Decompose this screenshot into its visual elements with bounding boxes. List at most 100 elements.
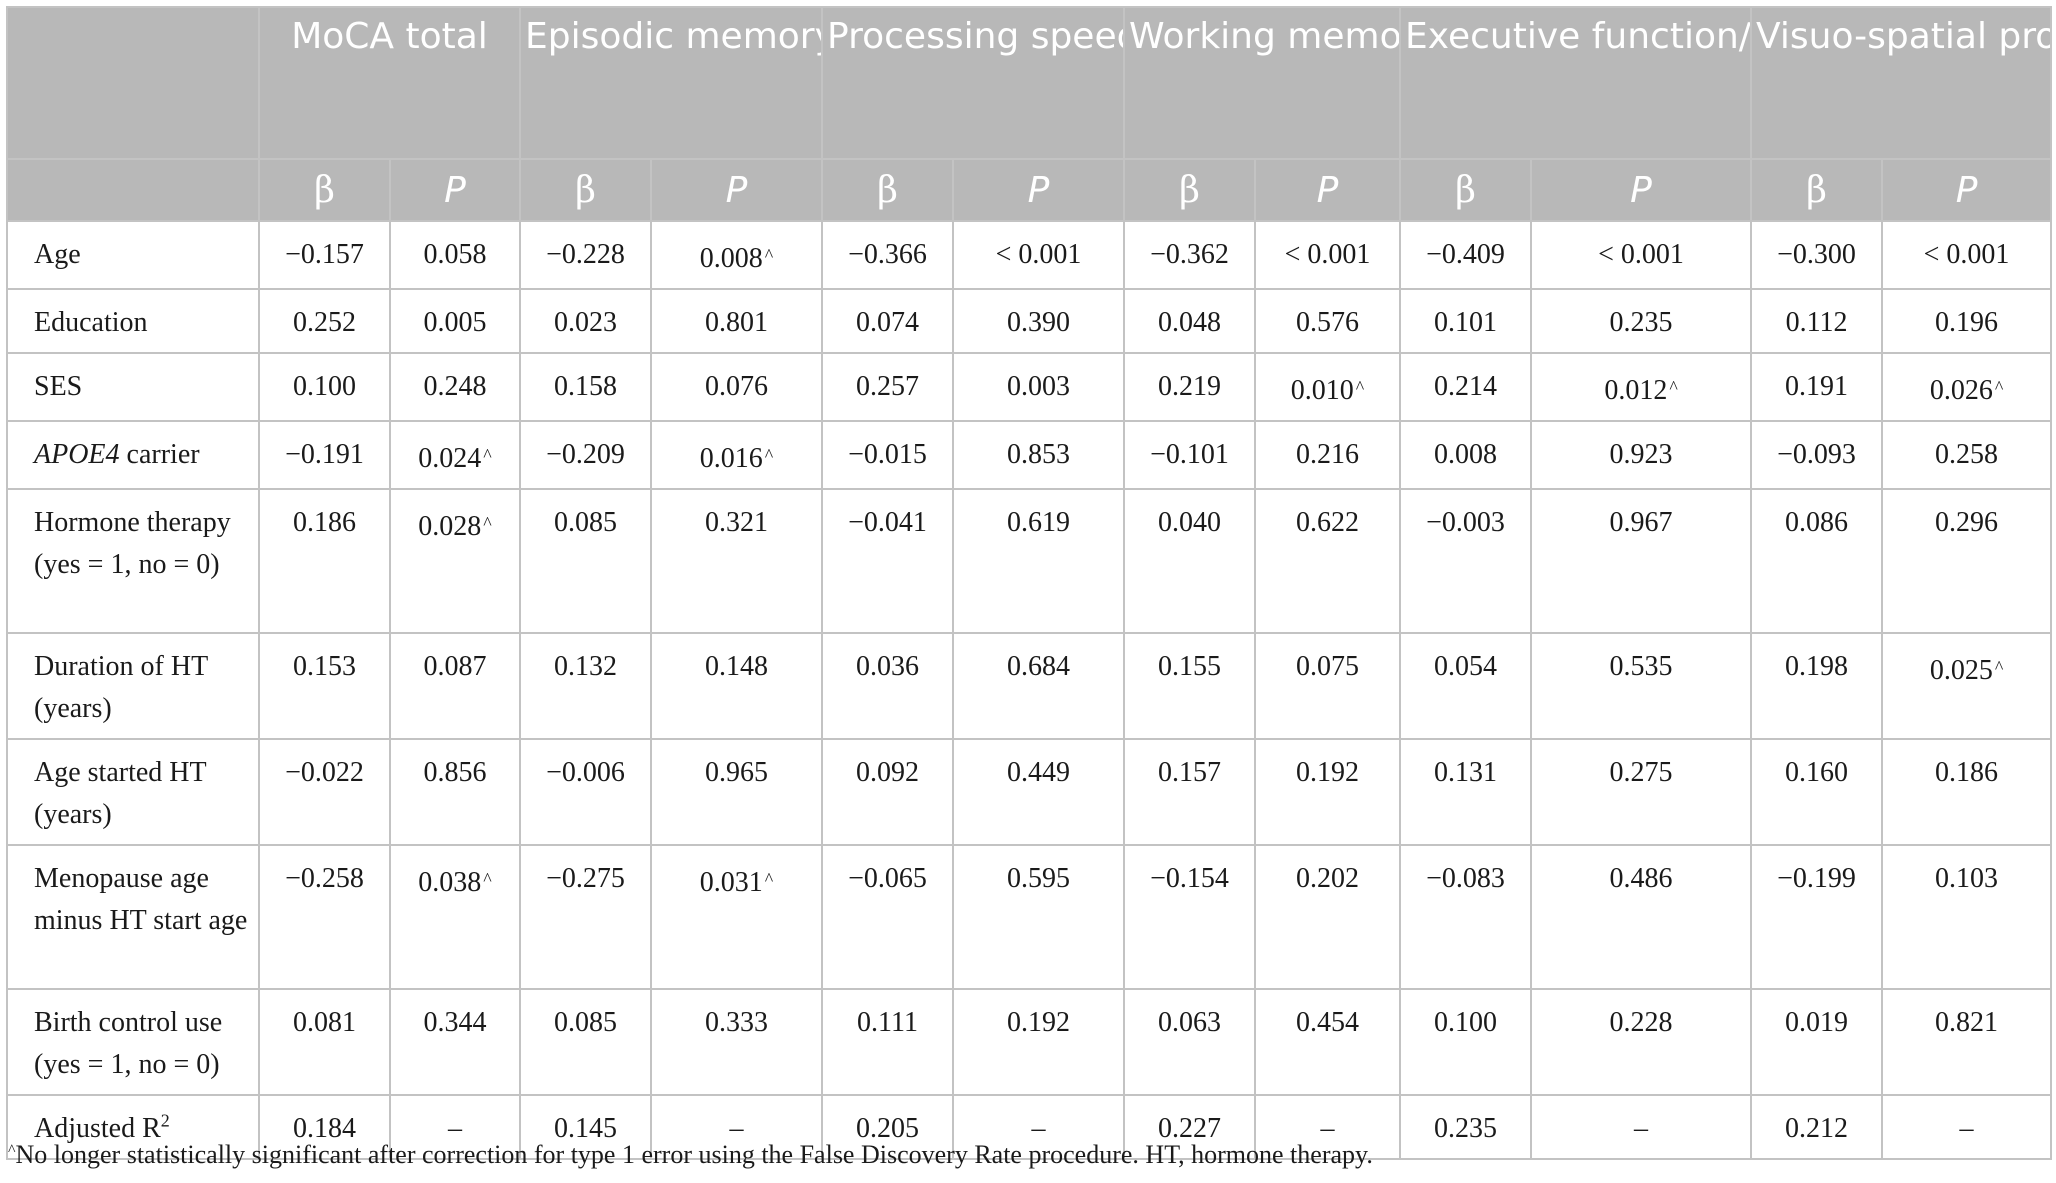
beta-value: −0.015 (821, 420, 955, 490)
p-value: 0.821 (1935, 1007, 1999, 1038)
p-header: P (389, 158, 521, 222)
p-value: 0.075 (1296, 651, 1360, 682)
beta-value: 0.145 (519, 1094, 652, 1160)
p-value-cell: 0.087 (389, 632, 521, 740)
p-value-cell: < 0.001 (952, 220, 1126, 290)
beta-value: 0.191 (1750, 352, 1884, 422)
beta-header: β (1123, 158, 1257, 222)
p-value: 0.202 (1296, 863, 1360, 894)
beta-value: 0.153 (258, 632, 391, 740)
p-value-cell: 0.038 ^ (389, 844, 521, 990)
beta-value: 0.074 (821, 288, 955, 354)
p-value-cell: 0.684 (952, 632, 1126, 740)
table-footnote: ^No longer statistically significant aft… (8, 1140, 1373, 1170)
beta-value: 0.101 (1399, 288, 1533, 354)
beta-value: −0.228 (519, 220, 652, 290)
beta-value: 0.184 (258, 1094, 391, 1160)
p-header: P (1254, 158, 1402, 222)
beta-value: 0.023 (519, 288, 652, 354)
header-processing-speed: Processing speed (821, 6, 1126, 160)
table-body: Age −0.157 0.058 −0.228 0.008 ^ −0.366 < 0.001−… (6, 220, 2053, 1160)
beta-value: −0.022 (258, 738, 391, 846)
beta-value: 0.219 (1123, 352, 1257, 422)
significance-mark: ^ (483, 869, 492, 889)
beta-value: −0.093 (1750, 420, 1884, 490)
p-value: 0.148 (705, 651, 768, 682)
beta-value: −0.362 (1123, 220, 1257, 290)
p-value-cell: 0.016 ^ (649, 420, 824, 490)
significance-mark: ^ (1994, 657, 2004, 677)
beta-value: 0.040 (1123, 488, 1257, 634)
p-value-cell: 0.595 (952, 844, 1126, 990)
p-value-cell: 0.853 (952, 420, 1126, 490)
beta-value: 0.019 (1750, 988, 1884, 1096)
table-row: Menopause age minus HT start age −0.258 0.… (6, 844, 2053, 990)
p-header: P (952, 158, 1126, 222)
beta-value: 0.100 (1399, 988, 1533, 1096)
p-value: – (1320, 1113, 1335, 1144)
p-value: 0.923 (1609, 439, 1673, 470)
p-value-cell: < 0.001 (1254, 220, 1402, 290)
p-value: 0.622 (1296, 507, 1360, 538)
p-value: 0.856 (423, 757, 487, 788)
p-value: 0.296 (1935, 507, 1999, 538)
beta-value: 0.212 (1750, 1094, 1884, 1160)
beta-value: −0.300 (1750, 220, 1884, 290)
p-value-cell: 0.026 ^ (1881, 352, 2053, 422)
p-value: 0.965 (705, 757, 768, 788)
beta-value: 0.092 (821, 738, 955, 846)
p-value-cell: 0.012 ^ (1530, 352, 1753, 422)
p-value-cell: – (1881, 1094, 2053, 1160)
p-value-cell: – (1254, 1094, 1402, 1160)
p-value-cell: 0.967 (1530, 488, 1753, 634)
p-value-cell: 0.025 ^ (1881, 632, 2053, 740)
p-value-cell: 0.622 (1254, 488, 1402, 634)
beta-value: −0.191 (258, 420, 391, 490)
p-value: 0.028 (418, 511, 482, 542)
significance-mark: ^ (1355, 377, 1365, 397)
header-moca-total: MoCA total (258, 6, 521, 160)
p-value-cell: 0.486 (1530, 844, 1753, 990)
beta-value: −0.006 (519, 738, 652, 846)
p-header: P (649, 158, 824, 222)
beta-value: 0.205 (821, 1094, 955, 1160)
row-label: Adjusted R2 (6, 1094, 260, 1160)
p-value-cell: 0.075 (1254, 632, 1402, 740)
p-value-cell: 0.186 (1881, 738, 2053, 846)
beta-value: −0.366 (821, 220, 955, 290)
p-value: 0.016 (699, 443, 763, 474)
header-row-outcomes: MoCA total Episodic memory Processing sp… (6, 6, 2053, 160)
p-value: 0.192 (1296, 757, 1360, 788)
p-value: – (448, 1113, 462, 1144)
p-value-cell: 0.856 (389, 738, 521, 846)
p-value-cell: 0.196 (1881, 288, 2053, 354)
table-row: Adjusted R2 0.184–0.145–0.205–0.227–0.235… (6, 1094, 2053, 1160)
regression-table: MoCA total Episodic memory Processing sp… (6, 6, 2053, 1160)
beta-value: −0.101 (1123, 420, 1257, 490)
p-value: 0.031 (699, 867, 763, 898)
p-value: 0.248 (423, 371, 487, 402)
p-value-cell: 0.058 (389, 220, 521, 290)
beta-value: 0.214 (1399, 352, 1533, 422)
beta-value: 0.257 (821, 352, 955, 422)
header-visuo-spatial: Visuo-spatial processing (1750, 6, 2053, 160)
p-value: 0.333 (705, 1007, 768, 1038)
significance-mark: ^ (764, 445, 774, 465)
beta-header: β (1399, 158, 1533, 222)
beta-value: 0.036 (821, 632, 955, 740)
p-value: 0.486 (1609, 863, 1673, 894)
p-value-cell: 0.619 (952, 488, 1126, 634)
p-value-cell: 0.010 ^ (1254, 352, 1402, 422)
p-value: 0.321 (705, 507, 768, 538)
header-executive-function: Executive function/attention control (1399, 6, 1753, 160)
p-value: 0.390 (1007, 307, 1071, 338)
beta-value: 0.008 (1399, 420, 1533, 490)
beta-header: β (519, 158, 652, 222)
p-value-cell: 0.535 (1530, 632, 1753, 740)
p-value-cell: 0.192 (1254, 738, 1402, 846)
beta-value: 0.227 (1123, 1094, 1257, 1160)
p-value: < 0.001 (1598, 239, 1684, 270)
p-value: 0.344 (423, 1007, 487, 1038)
table-row: Education 0.252 0.005 0.023 0.801 0.074 0.390 0… (6, 288, 2053, 354)
header-episodic-memory: Episodic memory (518, 6, 824, 160)
